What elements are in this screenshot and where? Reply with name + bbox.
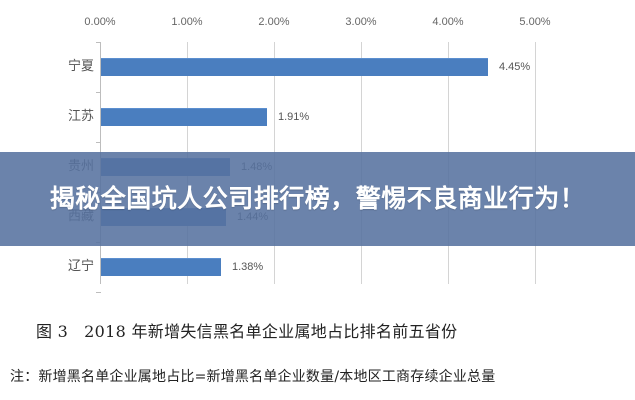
x-tick-label: 2.00% <box>258 16 290 28</box>
value-label: 1.91% <box>278 111 310 123</box>
category-label: 宁夏 <box>67 59 94 74</box>
headline-text: 揭秘全国坑人公司排行榜，警惕不良商业行为！ <box>49 184 586 213</box>
row-tick <box>96 292 101 293</box>
category-label: 江苏 <box>67 109 94 124</box>
value-label: 4.45% <box>499 61 531 73</box>
value-label: 1.38% <box>232 261 264 273</box>
axis-cap <box>96 42 101 43</box>
x-tick-label: 1.00% <box>171 16 203 28</box>
row-tick <box>96 142 101 143</box>
x-tick-label: 3.00% <box>345 16 377 28</box>
figure-number: 图 3 <box>36 322 69 341</box>
footnote: 注：新增黑名单企业属地占比=新增黑名单企业数量/本地区工商存续企业总量 <box>10 369 496 385</box>
figure-caption: 图 3 2018 年新增失信黑名单企业属地占比排名前五省份 <box>36 318 457 342</box>
x-tick-label: 4.00% <box>432 16 464 28</box>
bar <box>101 58 488 76</box>
category-label: 辽宁 <box>67 259 94 274</box>
x-tick-label: 0.00% <box>84 16 116 28</box>
x-tick-label: 5.00% <box>519 16 551 28</box>
bar <box>101 108 267 126</box>
bar-chart: 0.00% 1.00% 2.00% 3.00% 4.00% 5.00% 宁夏 4.45% 江苏… <box>67 16 551 293</box>
headline-banner: 揭秘全国坑人公司排行榜，警惕不良商业行为！ <box>0 152 635 246</box>
figure-caption-text: 2018 年新增失信黑名单企业属地占比排名前五省份 <box>84 322 458 341</box>
row-tick <box>96 92 101 93</box>
bar <box>101 258 221 276</box>
